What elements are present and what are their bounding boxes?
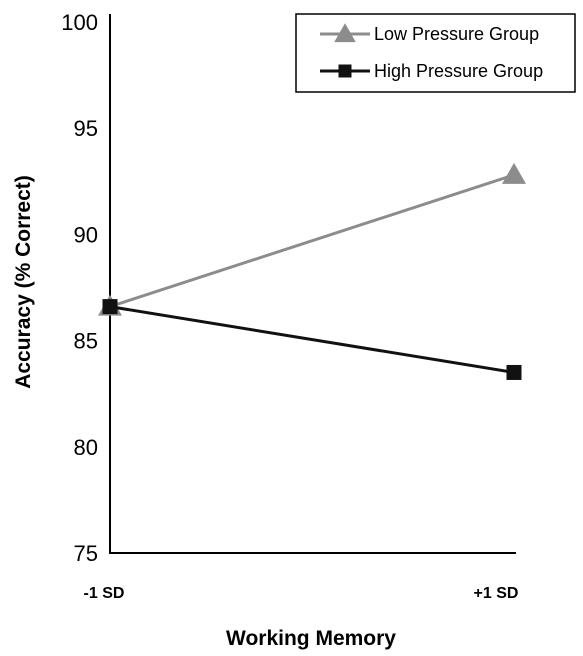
legend-box [295, 13, 576, 93]
y-tick-label: 80 [74, 435, 98, 460]
y-tick-label: 75 [74, 541, 98, 566]
triangle-marker [502, 162, 526, 184]
y-tick-label: 90 [74, 222, 98, 247]
square-marker [506, 364, 522, 380]
x-tick-label: +1 SD [474, 585, 519, 602]
series-layer [98, 162, 526, 380]
legend-label: Low Pressure Group [374, 24, 539, 44]
legend: Low Pressure Group High Pressure Group [295, 13, 576, 93]
legend-item: High Pressure Group [320, 61, 543, 81]
legend-item: Low Pressure Group [320, 23, 539, 44]
y-tick-label: 100 [61, 10, 98, 35]
y-axis-ticks: 75 80 85 90 95 100 [61, 10, 98, 566]
y-axis-title: Accuracy (% Correct) [12, 175, 35, 389]
series-line [109, 173, 515, 309]
x-axis-title: Working Memory [226, 627, 396, 650]
square-marker [338, 64, 352, 78]
series-line [109, 305, 515, 374]
y-tick-label: 95 [74, 116, 98, 141]
y-tick-label: 85 [74, 329, 98, 354]
square-marker [102, 299, 118, 315]
series-low-pressure [98, 162, 526, 316]
x-axis-ticks: -1 SD +1 SD [84, 585, 519, 602]
x-tick-label: -1 SD [84, 585, 125, 602]
series-high-pressure [102, 299, 522, 380]
legend-label: High Pressure Group [374, 61, 543, 81]
triangle-marker [334, 23, 356, 43]
axes [109, 14, 516, 554]
